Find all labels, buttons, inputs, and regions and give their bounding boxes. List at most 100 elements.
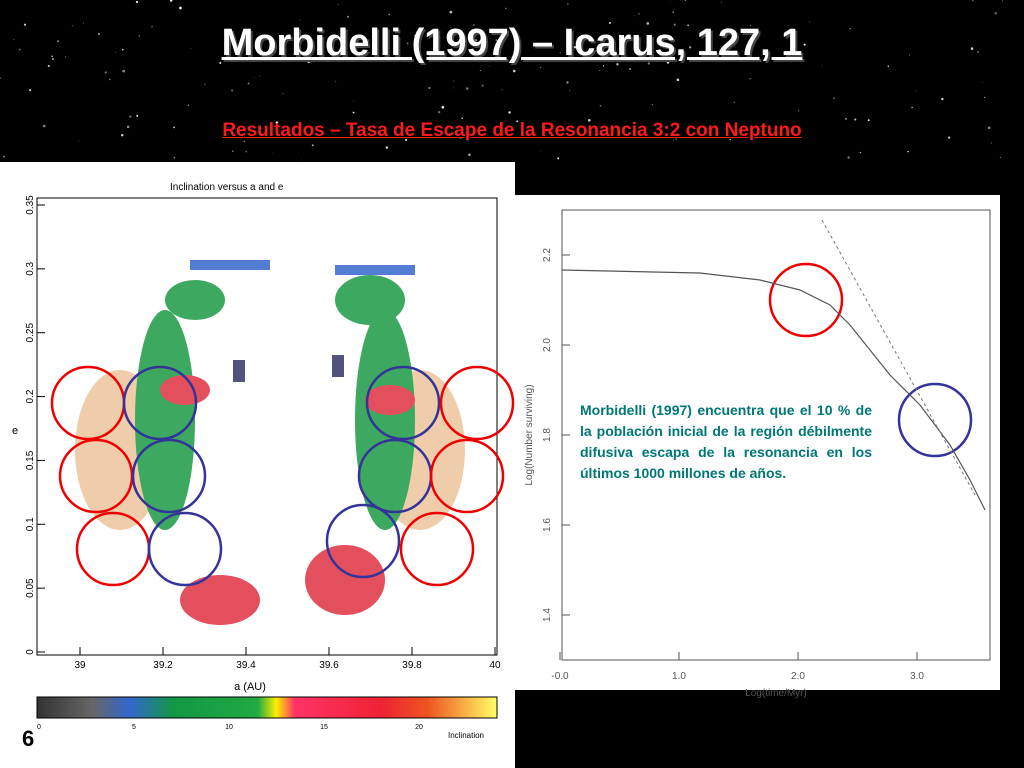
- colorbar-tick-label: 15: [320, 724, 328, 731]
- star: [231, 89, 234, 92]
- star: [847, 156, 850, 159]
- star: [647, 62, 651, 65]
- star: [982, 81, 983, 83]
- survival-curve: [561, 269, 986, 511]
- star: [453, 80, 455, 82]
- colorbar-tick-label: 0: [37, 724, 41, 731]
- star: [684, 0, 686, 1]
- slide-title: Morbidelli (1997) – Icarus, 127, 1: [221, 22, 803, 64]
- star: [859, 151, 862, 154]
- star: [984, 96, 986, 99]
- star: [573, 46, 577, 49]
- star: [915, 90, 916, 92]
- left-x-label: a (AU): [234, 681, 266, 693]
- colorbar-tick-label: 10: [225, 724, 233, 731]
- star: [368, 39, 370, 41]
- colorbar: [36, 696, 498, 719]
- right-panel: [515, 195, 1000, 690]
- star: [676, 78, 680, 82]
- left-y-tick-label: 0: [25, 649, 36, 655]
- star: [970, 47, 974, 50]
- left-y-tick-label: 0.2: [25, 389, 36, 403]
- star: [406, 42, 409, 45]
- star: [481, 84, 484, 87]
- star: [644, 58, 647, 60]
- star: [548, 131, 552, 135]
- star: [169, 0, 173, 2]
- star: [232, 150, 234, 152]
- star: [352, 111, 355, 114]
- left-y-tick-label: 0.1: [25, 517, 36, 531]
- star: [994, 12, 998, 15]
- star: [359, 55, 361, 57]
- star: [42, 124, 46, 128]
- star: [977, 51, 979, 53]
- star: [567, 3, 569, 5]
- star: [385, 146, 388, 149]
- star: [569, 90, 571, 92]
- fit-line: [821, 219, 976, 496]
- star: [513, 69, 516, 73]
- star: [135, 0, 139, 4]
- star: [253, 76, 255, 78]
- star: [396, 39, 399, 41]
- star: [83, 22, 85, 24]
- colorbar-tick-label: 20: [415, 724, 423, 731]
- star: [849, 27, 851, 30]
- star: [245, 151, 247, 153]
- star: [999, 156, 1002, 158]
- left-title: Inclination versus a and e: [170, 182, 284, 193]
- star: [0, 77, 1, 79]
- right-x-tick-label: -0.0: [551, 671, 569, 682]
- star: [990, 142, 992, 144]
- star: [13, 38, 15, 40]
- star: [51, 55, 53, 57]
- star: [666, 61, 670, 64]
- left-x-tick-label: 39.2: [153, 660, 173, 671]
- star: [319, 129, 321, 132]
- star: [749, 78, 751, 80]
- star: [803, 43, 806, 46]
- highlight-circles: [50, 262, 973, 587]
- star: [282, 93, 284, 95]
- left-x-tick-label: 40: [489, 660, 501, 671]
- right-x-tick-label: 3.0: [910, 671, 924, 682]
- star: [599, 70, 601, 71]
- star: [57, 40, 59, 42]
- star: [675, 138, 677, 140]
- star: [204, 83, 206, 86]
- star: [299, 19, 301, 21]
- star: [907, 150, 909, 153]
- star: [71, 25, 73, 27]
- star: [301, 159, 302, 161]
- star: [108, 78, 111, 81]
- star: [459, 137, 462, 140]
- star: [173, 126, 176, 129]
- star: [347, 15, 350, 18]
- star: [501, 89, 503, 91]
- colorbar-label: Inclination: [448, 731, 484, 740]
- star: [566, 81, 569, 84]
- star: [437, 110, 441, 114]
- star: [733, 101, 735, 103]
- star: [121, 48, 124, 51]
- star: [845, 118, 847, 120]
- star: [673, 23, 676, 26]
- star: [311, 144, 314, 147]
- starfield: [0, 0, 1003, 161]
- star: [275, 121, 279, 124]
- star: [634, 15, 635, 17]
- star: [461, 117, 463, 119]
- star: [126, 125, 130, 129]
- star: [466, 138, 469, 141]
- star: [505, 7, 507, 9]
- star: [338, 4, 339, 5]
- star: [495, 39, 498, 41]
- left-y-tick-label: 0.3: [25, 261, 36, 275]
- star: [599, 104, 602, 107]
- star: [259, 75, 261, 77]
- star: [352, 100, 354, 102]
- star: [557, 157, 560, 160]
- star: [29, 89, 32, 92]
